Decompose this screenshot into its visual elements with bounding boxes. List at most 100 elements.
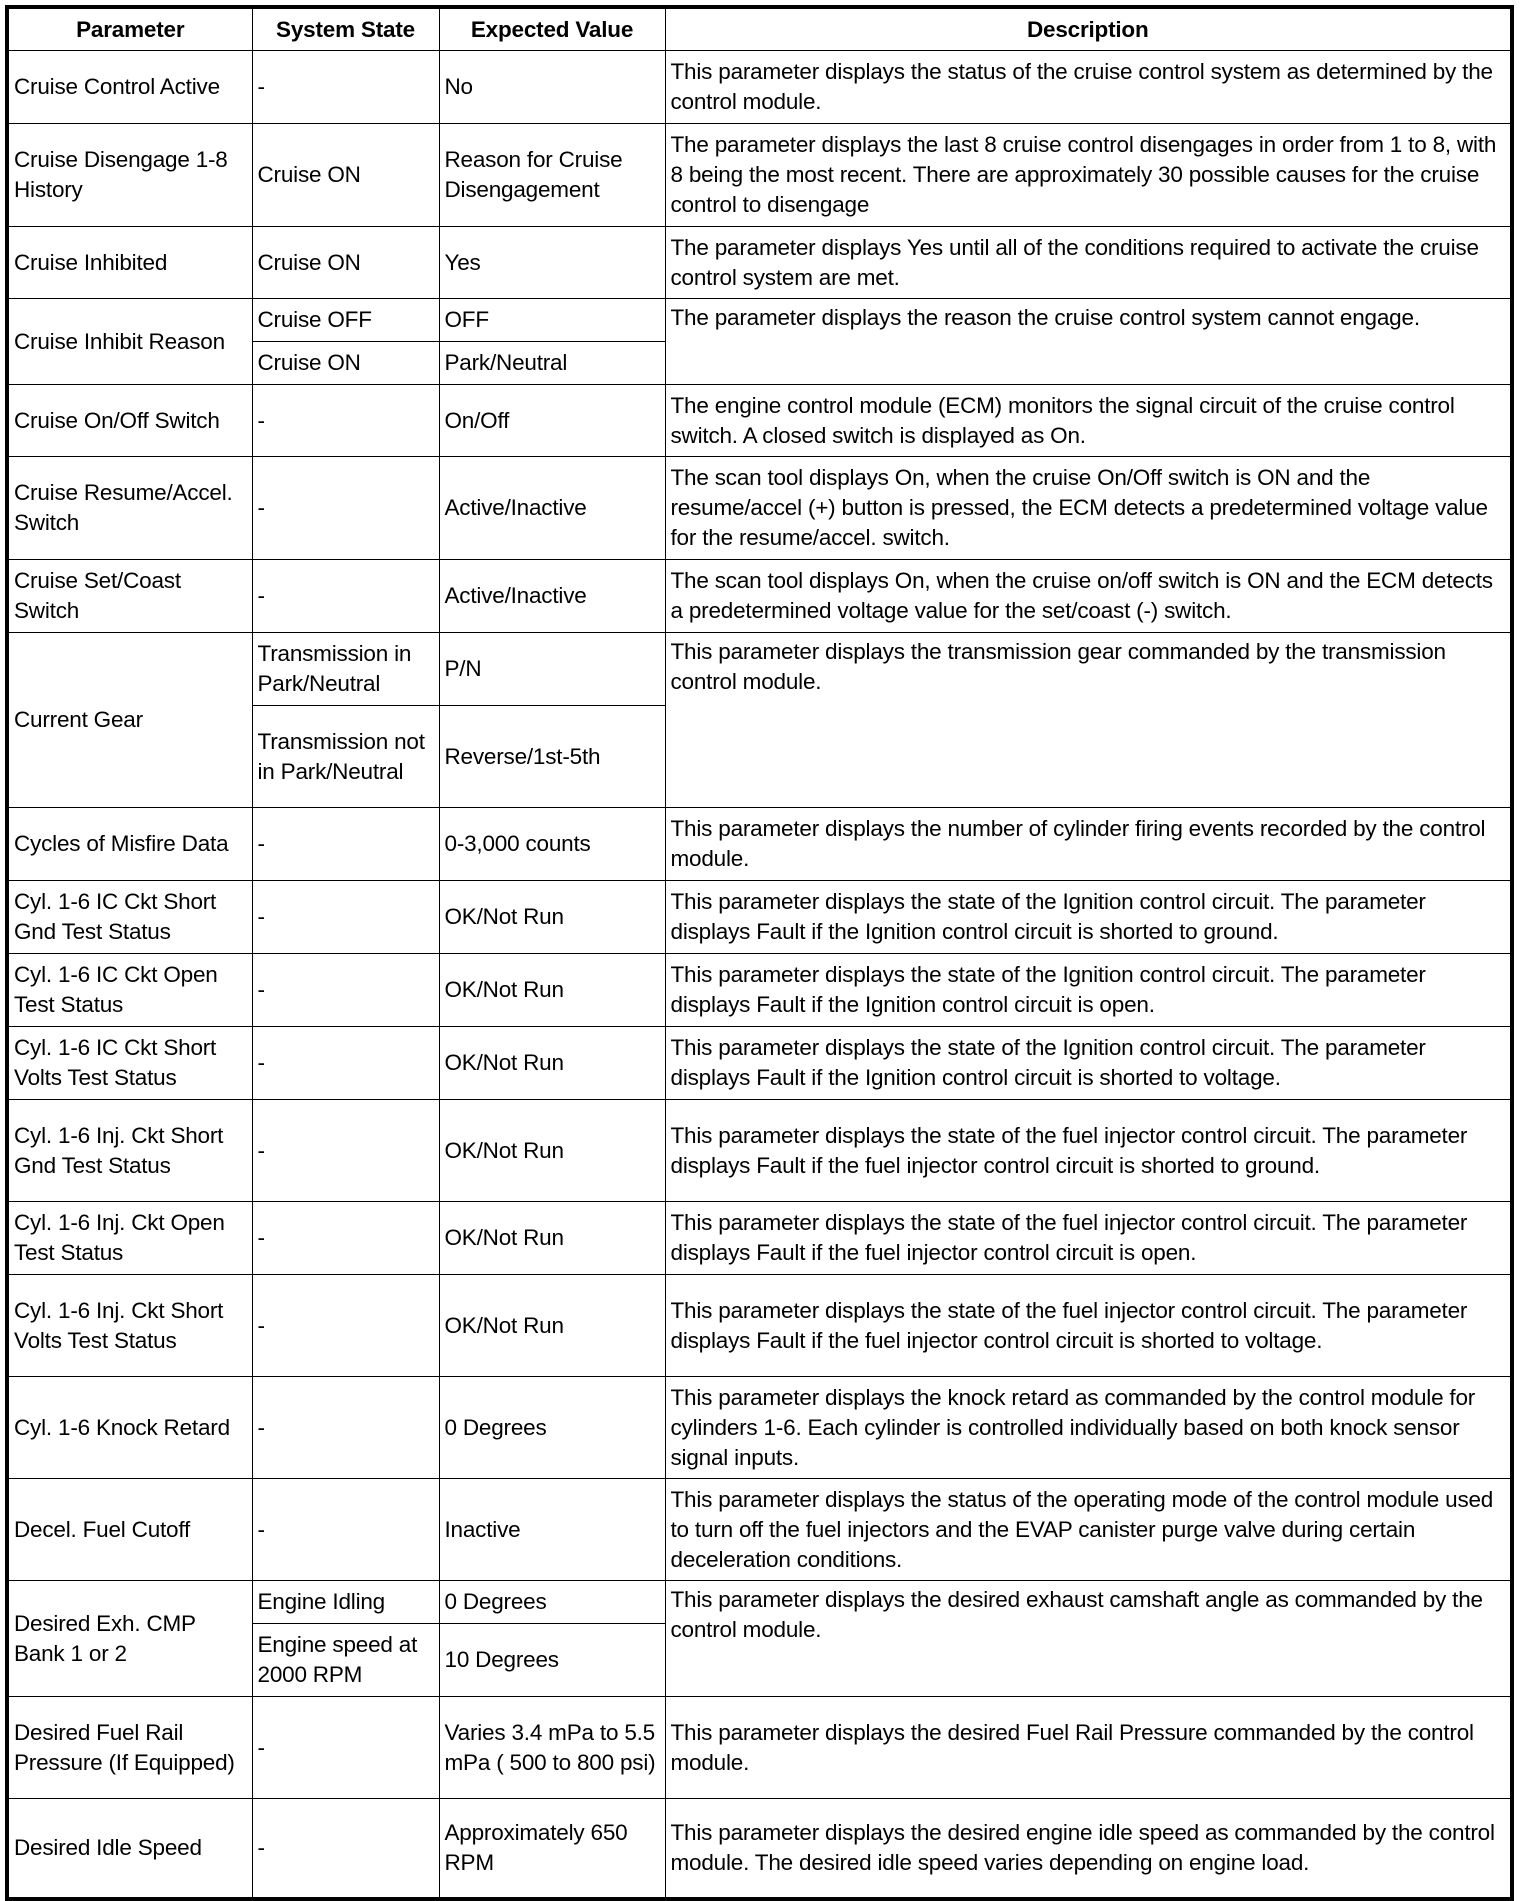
expected-value-cell: Reason for Cruise Disengagement: [438, 123, 666, 227]
system-state-cell: Cruise ON: [251, 341, 440, 385]
parameter-cell: Cyl. 1-6 IC Ckt Open Test Status: [6, 953, 253, 1027]
table-row: Desired Idle Speed - Approximately 650 RPM…: [6, 1798, 1513, 1899]
description-cell: The parameter displays Yes until all of …: [664, 226, 1513, 299]
description-cell: The parameter displays the reason the cr…: [664, 298, 1513, 385]
system-state-cell: -: [251, 1201, 440, 1275]
parameter-cell: Cyl. 1-6 IC Ckt Short Volts Test Status: [6, 1026, 253, 1100]
parameter-cell: Cyl. 1-6 Inj. Ckt Short Gnd Test Status: [6, 1099, 253, 1202]
parameter-cell: Desired Exh. CMP Bank 1 or 2: [6, 1580, 253, 1697]
expected-value-cell: OK/Not Run: [438, 953, 666, 1027]
system-state-cell: -: [251, 559, 440, 633]
table-row: Cruise On/Off Switch - On/Off The engine co…: [6, 384, 1513, 457]
description-cell: This parameter displays the state of the…: [664, 1099, 1513, 1202]
parameter-cell: Cyl. 1-6 Knock Retard: [6, 1376, 253, 1479]
expected-value-cell: OK/Not Run: [438, 880, 666, 954]
table-row: Cyl. 1-6 IC Ckt Short Gnd Test Status - OK…: [6, 880, 1513, 954]
system-state-cell: Transmission in Park/Neutral: [251, 632, 440, 706]
table-row: Cruise Set/Coast Switch - Active/Inactive T…: [6, 559, 1513, 633]
expected-value-cell: P/N: [438, 632, 666, 706]
parameter-cell: Cyl. 1-6 Inj. Ckt Short Volts Test Statu…: [6, 1274, 253, 1377]
system-state-cell: Engine speed at 2000 RPM: [251, 1623, 440, 1697]
table-row: Cyl. 1-6 Knock Retard -0 Degrees This para…: [6, 1376, 1513, 1479]
parameter-cell: Cruise On/Off Switch: [6, 384, 253, 457]
system-state-cell: -: [251, 384, 440, 457]
system-state-cell: -: [251, 1696, 440, 1799]
parameter-cell: Cycles of Misfire Data: [6, 807, 253, 881]
system-state-cell: -: [251, 953, 440, 1027]
system-state-cell: Transmission not in Park/Neutral: [251, 705, 440, 808]
table-row: Cruise Control Active - No This parameter d…: [6, 50, 1513, 124]
table-row: Cyl. 1-6 Inj. Ckt Short Gnd Test Status -…: [6, 1099, 1513, 1202]
system-state-cell: -: [251, 1478, 440, 1581]
header-system-state: System State: [251, 6, 440, 51]
system-state-cell: Engine Idling: [251, 1580, 440, 1624]
description-cell: The engine control module (ECM) monitors…: [664, 384, 1513, 457]
system-state-cell: -: [251, 50, 440, 124]
system-state-cell: -: [251, 807, 440, 881]
description-cell: This parameter displays the state of the…: [664, 1201, 1513, 1275]
parameter-table: Parameter System State Expected Value De…: [5, 5, 1514, 1901]
expected-value-cell: 0-3,000 counts: [438, 807, 666, 881]
expected-value-cell: OK/Not Run: [438, 1201, 666, 1275]
system-state-cell: -: [251, 1798, 440, 1899]
parameter-cell: Cyl. 1-6 Inj. Ckt Open Test Status: [6, 1201, 253, 1275]
expected-value-cell: Varies 3.4 mPa to 5.5 mPa ( 500 to 800 p…: [438, 1696, 666, 1799]
system-state-cell: Cruise ON: [251, 226, 440, 299]
header-row: Parameter System State Expected Value De…: [6, 6, 1513, 51]
table-row: Cyl. 1-6 Inj. Ckt Short Volts Test Statu…: [6, 1274, 1513, 1377]
table-row: Cyl. 1-6 IC Ckt Open Test Status - OK/Not …: [6, 953, 1513, 1027]
table-row: Engine speed at 2000 RPM 10 Degrees: [7, 1623, 1512, 1697]
system-state-cell: -: [251, 880, 440, 954]
header-description: Description: [664, 6, 1513, 51]
table-row: Cruise Inhibited Cruise ON Yes The paramete…: [6, 226, 1513, 299]
expected-value-cell: Active/Inactive: [438, 456, 666, 560]
expected-value-cell: OK/Not Run: [438, 1099, 666, 1202]
description-cell: The parameter displays the last 8 cruise…: [664, 123, 1513, 227]
parameter-cell: Cruise Resume/Accel. Switch: [6, 456, 253, 560]
description-cell: The scan tool displays On, when the crui…: [664, 456, 1513, 560]
description-cell: This parameter displays the desired Fuel…: [664, 1696, 1513, 1799]
expected-value-cell: Approximately 650 RPM: [438, 1798, 666, 1899]
table-row: Current Gear Transmission in Park/Neutral…: [6, 632, 1513, 808]
description-cell: This parameter displays the state of the…: [664, 953, 1513, 1027]
table-row: Cruise Resume/Accel. Switch - Active/Inact…: [6, 456, 1513, 560]
description-cell: This parameter displays the desired engi…: [664, 1798, 1513, 1899]
expected-value-cell: Yes: [438, 226, 666, 299]
expected-value-cell: 0 Degrees: [438, 1376, 666, 1479]
table-row: Cruise Inhibit Reason Cruise OFF OFF The pa…: [6, 298, 1513, 385]
system-state-cell: Cruise OFF: [251, 298, 440, 342]
system-state-cell: -: [251, 456, 440, 560]
description-cell: This parameter displays the state of the…: [664, 1274, 1513, 1377]
table-row: Transmission not in Park/Neutral Reverse/…: [7, 705, 1512, 808]
expected-value-cell: Reverse/1st-5th: [438, 705, 666, 808]
expected-value-cell: No: [438, 50, 666, 124]
table-row: Desired Exh. CMP Bank 1 or 2 Engine Idlin…: [6, 1580, 1513, 1697]
table-row: Cruise ON Park/Neutral: [7, 341, 1512, 385]
system-state-cell: -: [251, 1376, 440, 1479]
description-cell: This parameter displays the transmission…: [664, 632, 1513, 808]
parameter-cell: Cruise Inhibit Reason: [6, 298, 253, 385]
parameter-cell: Cyl. 1-6 IC Ckt Short Gnd Test Status: [6, 880, 253, 954]
parameter-cell: Cruise Disengage 1-8 History: [6, 123, 253, 227]
parameter-cell: Cruise Set/Coast Switch: [6, 559, 253, 633]
parameter-cell: Cruise Inhibited: [6, 226, 253, 299]
description-cell: This parameter displays the number of cy…: [664, 807, 1513, 881]
system-state-cell: -: [251, 1026, 440, 1100]
system-state-cell: -: [251, 1099, 440, 1202]
expected-value-cell: 0 Degrees: [438, 1580, 666, 1624]
description-cell: The scan tool displays On, when the crui…: [664, 559, 1513, 633]
expected-value-cell: On/Off: [438, 384, 666, 457]
parameter-cell: Current Gear: [6, 632, 253, 808]
table-row: Cycles of Misfire Data -0-3,000 counts Thi…: [6, 807, 1513, 881]
system-state-cell: -: [251, 1274, 440, 1377]
table-row: Desired Fuel Rail Pressure (If Equipped)…: [6, 1696, 1513, 1799]
description-cell: This parameter displays the state of the…: [664, 880, 1513, 954]
description-cell: This parameter displays the desired exha…: [664, 1580, 1513, 1697]
table-row: Decel. Fuel Cutoff - Inactive This paramete…: [6, 1478, 1513, 1581]
expected-value-cell: 10 Degrees: [438, 1623, 666, 1697]
header-parameter: Parameter: [6, 6, 253, 51]
expected-value-cell: Active/Inactive: [438, 559, 666, 633]
parameter-cell: Desired Idle Speed: [6, 1798, 253, 1899]
expected-value-cell: OFF: [438, 298, 666, 342]
parameter-cell: Decel. Fuel Cutoff: [6, 1478, 253, 1581]
